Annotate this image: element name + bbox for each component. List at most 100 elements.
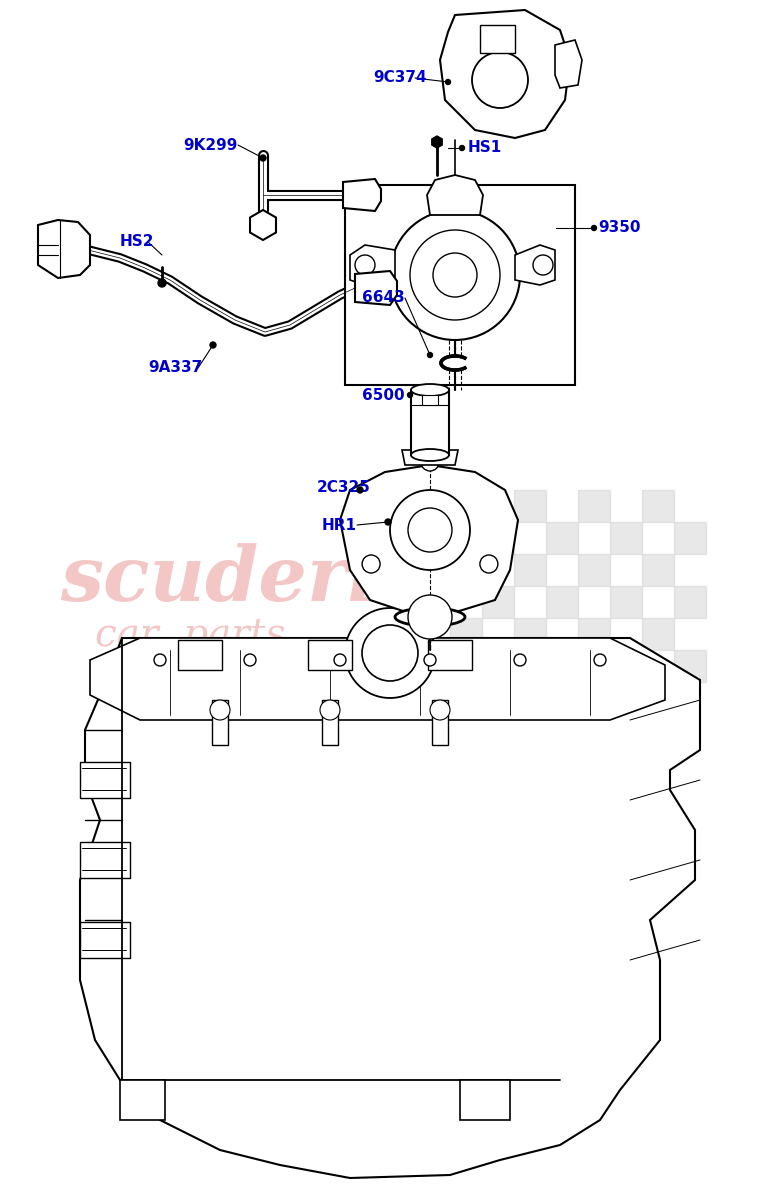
Bar: [482, 650, 514, 682]
Circle shape: [355, 254, 375, 275]
Circle shape: [154, 654, 166, 666]
Bar: [212, 700, 228, 745]
Circle shape: [410, 230, 500, 320]
Text: car  parts: car parts: [95, 617, 286, 654]
Bar: [514, 490, 546, 522]
Bar: [514, 682, 546, 714]
Bar: [578, 490, 610, 522]
Bar: [80, 842, 130, 878]
Polygon shape: [460, 1080, 510, 1120]
Polygon shape: [355, 271, 397, 305]
Polygon shape: [555, 40, 582, 88]
Bar: [642, 618, 674, 650]
Ellipse shape: [395, 608, 465, 626]
Polygon shape: [340, 464, 518, 620]
Circle shape: [362, 554, 380, 572]
Circle shape: [244, 654, 256, 666]
Text: 6500: 6500: [362, 388, 405, 402]
Bar: [308, 640, 352, 670]
Circle shape: [357, 487, 363, 493]
Ellipse shape: [411, 449, 449, 461]
Bar: [546, 586, 578, 618]
Polygon shape: [120, 1080, 165, 1120]
Bar: [80, 762, 130, 798]
Text: HR1: HR1: [322, 517, 357, 533]
Circle shape: [334, 654, 346, 666]
Polygon shape: [411, 390, 449, 455]
Polygon shape: [90, 638, 665, 720]
Text: 9K299: 9K299: [183, 138, 237, 152]
Circle shape: [260, 155, 266, 161]
Circle shape: [594, 654, 606, 666]
Bar: [578, 618, 610, 650]
Ellipse shape: [411, 384, 449, 396]
Circle shape: [424, 654, 436, 666]
Bar: [345, 185, 575, 385]
Bar: [450, 618, 482, 650]
Polygon shape: [38, 220, 90, 278]
Polygon shape: [440, 10, 570, 138]
Circle shape: [210, 342, 216, 348]
Circle shape: [421, 452, 439, 470]
Circle shape: [446, 79, 450, 84]
Text: scuderia: scuderia: [60, 542, 426, 617]
Circle shape: [320, 700, 340, 720]
Circle shape: [433, 253, 477, 296]
Circle shape: [210, 700, 230, 720]
Bar: [450, 554, 482, 586]
Bar: [322, 700, 338, 745]
Circle shape: [385, 518, 391, 526]
Circle shape: [460, 145, 464, 150]
Circle shape: [390, 490, 470, 570]
Bar: [450, 490, 482, 522]
Circle shape: [158, 278, 166, 287]
Bar: [674, 650, 706, 682]
Bar: [178, 640, 222, 670]
Bar: [80, 922, 130, 958]
Circle shape: [472, 52, 528, 108]
Bar: [578, 682, 610, 714]
Text: 2C325: 2C325: [317, 480, 371, 494]
Bar: [482, 586, 514, 618]
Bar: [674, 586, 706, 618]
Circle shape: [390, 210, 520, 340]
Text: 9A337: 9A337: [148, 360, 202, 376]
Circle shape: [407, 392, 413, 397]
Bar: [610, 522, 642, 554]
Circle shape: [430, 700, 450, 720]
Circle shape: [362, 625, 418, 680]
Ellipse shape: [441, 356, 469, 370]
Bar: [610, 650, 642, 682]
Bar: [432, 700, 448, 745]
Bar: [642, 490, 674, 522]
Bar: [674, 522, 706, 554]
Bar: [578, 554, 610, 586]
Bar: [482, 522, 514, 554]
Bar: [514, 554, 546, 586]
Bar: [450, 682, 482, 714]
Text: HS1: HS1: [468, 140, 502, 156]
Text: 9350: 9350: [598, 221, 640, 235]
Circle shape: [514, 654, 526, 666]
Bar: [546, 522, 578, 554]
Circle shape: [533, 254, 553, 275]
Circle shape: [480, 554, 498, 572]
Bar: [642, 554, 674, 586]
Polygon shape: [427, 175, 483, 215]
Bar: [642, 682, 674, 714]
Polygon shape: [350, 245, 395, 284]
Bar: [422, 395, 438, 404]
Text: 6643: 6643: [362, 290, 405, 306]
Text: 9C374: 9C374: [373, 71, 427, 85]
Polygon shape: [402, 450, 458, 464]
Circle shape: [345, 608, 435, 698]
Bar: [480, 25, 515, 53]
Polygon shape: [515, 245, 555, 284]
Polygon shape: [250, 210, 276, 240]
Polygon shape: [431, 136, 442, 148]
Circle shape: [408, 595, 452, 638]
Polygon shape: [80, 638, 700, 1178]
Circle shape: [591, 226, 597, 230]
Bar: [428, 640, 472, 670]
Text: HS2: HS2: [120, 234, 154, 250]
